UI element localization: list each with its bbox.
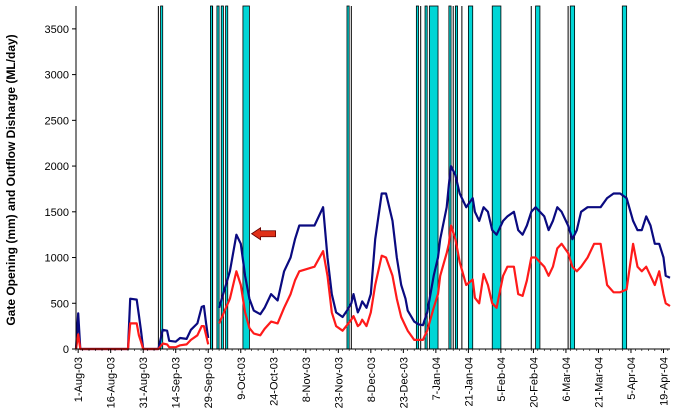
gate-event-bar (415, 5, 419, 350)
gate-event-bar (569, 5, 576, 350)
y-tick-label: 3000 (45, 70, 69, 82)
gate-event-bar (424, 5, 428, 350)
gate-series-line (74, 224, 671, 351)
gate-event-bar (225, 5, 229, 350)
x-tick-label: 5-Apr-04 (626, 357, 638, 400)
x-tick-label: 14-Sep-03 (171, 357, 183, 408)
y-axis-title: Gate Opening (mm) and Outflow Disharge (… (4, 34, 18, 325)
x-tick-label: 29-Sep-03 (203, 357, 215, 408)
x-tick-label: 6-Mar-04 (561, 357, 573, 402)
x-tick-label: 20-Feb-04 (528, 357, 540, 408)
x-tick-label: 21-Mar-04 (593, 357, 605, 408)
x-tick-label: 23-Nov-03 (333, 357, 345, 408)
x-tick-label: 21-Jan-04 (463, 357, 475, 407)
x-tick-label: 7-Jan-04 (431, 357, 443, 400)
y-tick-label: 3500 (45, 24, 69, 36)
y-tick-label: 2000 (45, 161, 69, 173)
gate-event-bar (467, 5, 474, 350)
x-tick-label: 24-Oct-03 (268, 357, 280, 406)
annotation-arrow-icon (250, 227, 276, 241)
y-tick-label: 0 (63, 344, 69, 356)
gate-event-bar (346, 5, 350, 350)
x-tick-label: 5-Feb-04 (496, 357, 508, 402)
x-tick-label: 9-Oct-03 (236, 357, 248, 400)
gate-event-bar (160, 5, 164, 350)
x-tick-label: 1-Aug-03 (73, 357, 85, 402)
x-tick-label: 16-Aug-03 (106, 357, 118, 408)
y-tick-label: 1000 (45, 253, 69, 265)
gate-event-bar (216, 5, 220, 350)
y-tick-label: 1500 (45, 207, 69, 219)
x-tick-label: 23-Dec-03 (398, 357, 410, 408)
x-tick-label: 8-Nov-03 (301, 357, 313, 402)
y-tick-label: 500 (51, 298, 69, 310)
x-tick-label: 19-Apr-04 (658, 357, 670, 406)
y-tick-label: 2500 (45, 115, 69, 127)
x-tick-label: 8-Dec-03 (366, 357, 378, 402)
gate-event-bar (535, 5, 541, 350)
x-tick-label: 31-Aug-03 (138, 357, 150, 408)
axes: 0 500 1000 1500 2000 2500 3000 3500 1-Aug-03 16-A… (45, 6, 670, 408)
gate-event-bar (621, 5, 628, 350)
